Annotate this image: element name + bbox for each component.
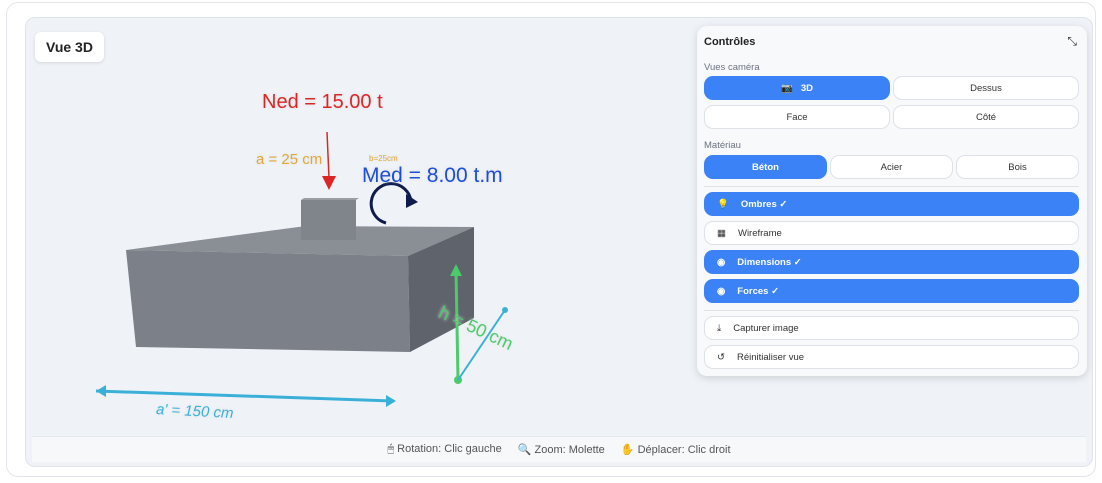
material-bois-button[interactable]: Bois [956, 155, 1079, 179]
material-acier-button[interactable]: Acier [830, 155, 953, 179]
material-beton-button[interactable]: Béton [704, 155, 827, 179]
controls-title: Contrôles [704, 36, 756, 48]
camera-dessus-button[interactable]: Dessus [893, 76, 1079, 100]
viewer-card: Vue 3D Ned = 15.00 t a = 25 cm b=25cm Me… [6, 2, 1096, 477]
help-rotation: 🖱 Rotation: Clic gauche [387, 443, 502, 455]
a-label: a = 25 cm [256, 151, 323, 168]
camera-face-button[interactable]: Face [704, 105, 890, 129]
eye-icon: ◉ [717, 256, 726, 268]
camera-cote-button[interactable]: Côté [893, 105, 1079, 129]
capture-image-button[interactable]: ⤓ Capturer image [704, 316, 1079, 340]
b-label: b=25cm [369, 154, 398, 163]
camera-icon: 📷 [781, 82, 793, 94]
mouse-icon: 🖱 [387, 443, 395, 455]
a-prime-dimension [95, 389, 395, 403]
toggle-forces[interactable]: ◉ Forces ✓ [704, 279, 1079, 303]
controls-panel: Contrôles ⤡ Vues caméra 📷 3D Dessus Face … [697, 26, 1087, 376]
3d-canvas[interactable]: Vue 3D Ned = 15.00 t a = 25 cm b=25cm Me… [25, 17, 1093, 467]
help-zoom: 🔍 Zoom: Molette [517, 444, 605, 456]
help-bar: 🖱 Rotation: Clic gauche 🔍 Zoom: Molette … [32, 436, 1086, 462]
ned-arrowhead [322, 176, 336, 190]
toggle-wireframe[interactable]: ▦ Wireframe [704, 221, 1079, 245]
footing-front [126, 250, 410, 352]
toggle-dimensions[interactable]: ◉ Dimensions ✓ [704, 250, 1079, 274]
grid-icon: ▦ [717, 227, 726, 239]
view-title: Vue 3D [35, 32, 104, 62]
magnifier-icon: 🔍 [517, 444, 532, 456]
material-label: Matériau [704, 140, 741, 151]
help-pan: ✋ Déplacer: Clic droit [620, 444, 731, 456]
reset-icon: ↺ [717, 351, 725, 363]
download-icon: ⤓ [717, 322, 722, 334]
footing-model [95, 131, 508, 407]
toggle-ombres[interactable]: 💡 Ombres ✓ [704, 192, 1079, 216]
footing-top [126, 226, 474, 256]
column-front [301, 200, 356, 240]
collapse-icon[interactable]: ⤡ [1067, 34, 1077, 48]
camera-label: Vues caméra [704, 62, 760, 73]
h-dimension [454, 269, 460, 381]
reset-view-button[interactable]: ↺ Réinitialiser vue [704, 345, 1079, 369]
ned-label: Ned = 15.00 t [262, 91, 383, 113]
hand-icon: ✋ [620, 444, 635, 456]
camera-3d-button[interactable]: 📷 3D [704, 76, 890, 100]
med-arrow [369, 182, 413, 225]
eye-icon: ◉ [717, 285, 726, 297]
ned-arrow [326, 131, 330, 179]
med-label: Med = 8.00 t.m [362, 164, 503, 187]
lightbulb-icon: 💡 [717, 198, 729, 210]
column-top [301, 198, 359, 200]
b-dimension [457, 309, 506, 381]
